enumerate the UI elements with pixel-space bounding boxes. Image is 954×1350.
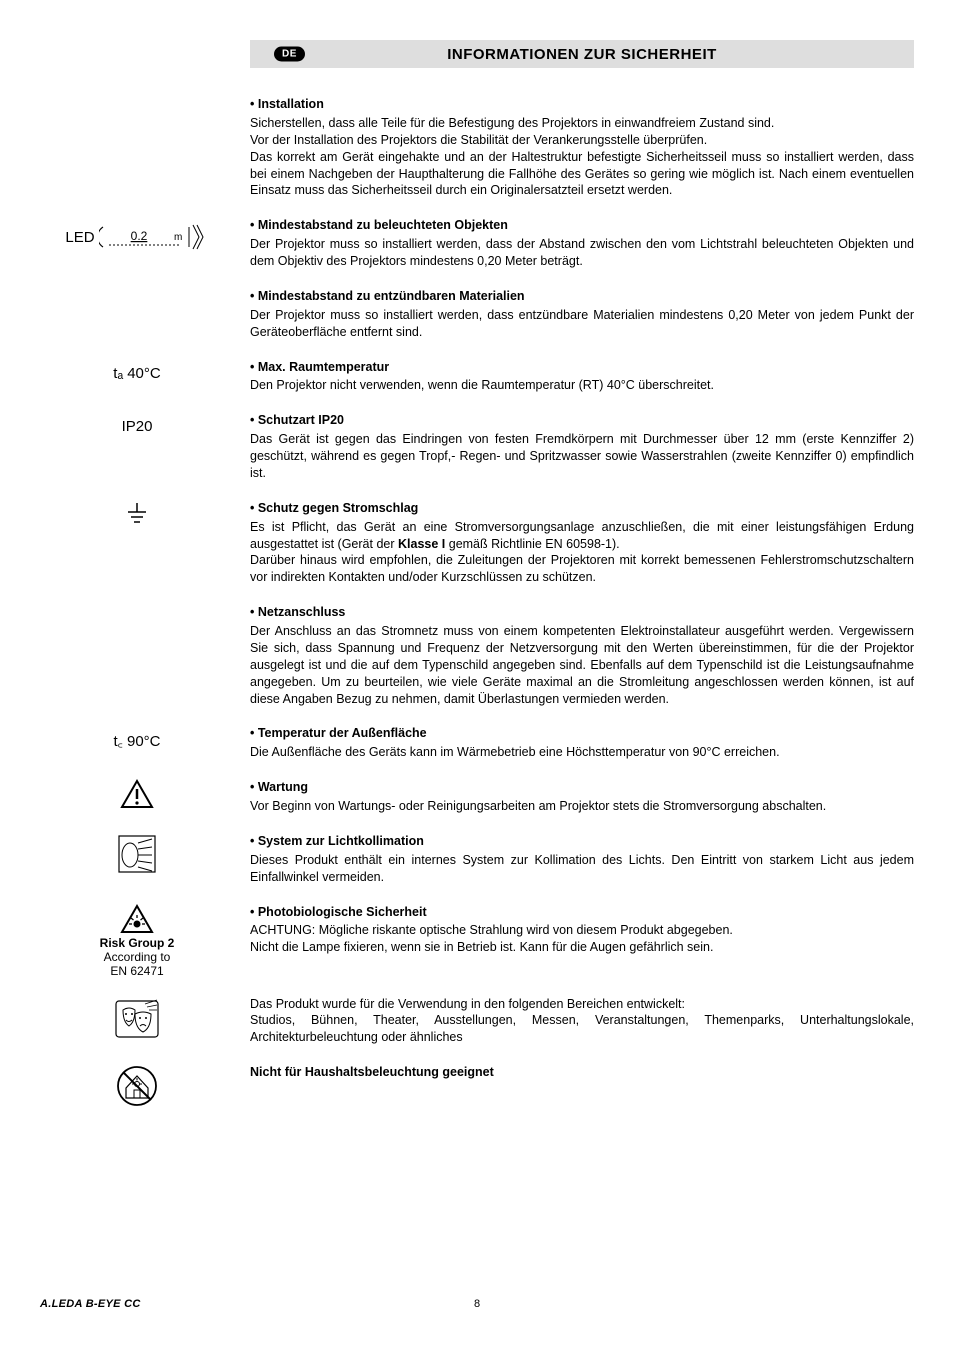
section-title: • System zur Lichtkollimation [250,833,914,850]
section-row: IP20 • Schutzart IP20 Das Gerät ist gegen … [40,412,914,482]
section-row: • System zur Lichtkollimation Dieses Prod… [40,833,914,886]
section-text-column: • Temperatur der Außenfläche Die Außenflä… [250,725,914,761]
svg-text:0.2: 0.2 [130,229,147,243]
section-row: Nicht für Haushaltsbeleuchtung geeignet [40,1064,914,1108]
section-body: Nicht für Haushaltsbeleuchtung geeignet [250,1064,914,1081]
led-distance-icon: LED 0.2 m [65,223,208,251]
section-body: Dieses Produkt enthält ein internes Syst… [250,852,914,886]
section-text-column: • Schutzart IP20 Das Gerät ist gegen das … [250,412,914,482]
section-icon-column: Risk Group 2 According to EN 62471 [40,904,250,978]
footer-product-name: A.LEDA B-EYE CC [40,1298,141,1310]
section-icon-column [40,996,250,1040]
section-title: • Schutzart IP20 [250,412,914,429]
section-text-column: • Mindestabstand zu entzündbaren Materia… [250,288,914,341]
no-household-icon [115,1064,159,1108]
footer-page-number: 8 [474,1298,480,1310]
section-body: Der Anschluss an das Stromnetz muss von … [250,623,914,707]
section-body: Sicherstellen, dass alle Teile für die B… [250,115,914,199]
section-body: Den Projektor nicht verwenden, wenn die … [250,377,914,394]
section-row: • Netzanschluss Der Anschluss an das Stro… [40,604,914,707]
section-text-column: • Photobiologische SicherheitACHTUNG: Mö… [250,904,914,957]
section-title: • Mindestabstand zu entzündbaren Materia… [250,288,914,305]
section-text-column: • Netzanschluss Der Anschluss an das Stro… [250,604,914,707]
section-title: • Mindestabstand zu beleuchteten Objekte… [250,217,914,234]
section-title: • Schutz gegen Stromschlag [250,500,914,517]
left-label: t꜀ 90°C [113,731,160,751]
ground-icon [123,500,151,528]
section-body: Das Gerät ist gegen das Eindringen von f… [250,431,914,482]
section-text-column: • Wartung Vor Beginn von Wartungs- oder R… [250,779,914,815]
section-row: • Mindestabstand zu entzündbaren Materia… [40,288,914,341]
optics-icon [116,833,158,875]
section-row: LED 0.2 m • Mindestabstand zu beleuchtet… [40,217,914,270]
risk-group-block: Risk Group 2 According to EN 62471 [100,904,175,978]
warning-icon [120,779,154,809]
section-title: • Temperatur der Außenfläche [250,725,914,742]
content-area: • Installation Sicherstellen, dass alle T… [40,96,914,1126]
section-title: • Installation [250,96,914,113]
section-icon-column [40,833,250,875]
section-text-column: • System zur Lichtkollimation Dieses Prod… [250,833,914,886]
section-row: • Installation Sicherstellen, dass alle T… [40,96,914,199]
section-body: ACHTUNG: Mögliche riskante optische Stra… [250,922,914,956]
section-title: • Photobiologische Sicherheit [250,904,914,921]
section-body: Das Produkt wurde für die Verwendung in … [250,996,914,1047]
section-row: Das Produkt wurde für die Verwendung in … [40,996,914,1047]
section-text-column: • Max. RaumtemperaturDen Projektor nicht… [250,359,914,395]
left-label: IP20 [122,418,153,435]
optical-radiation-icon [120,904,154,934]
page-title: INFORMATIONEN ZUR SICHERHEIT [250,46,914,63]
section-icon-column: LED 0.2 m [40,217,250,251]
page-footer: A.LEDA B-EYE CC 8 [40,1298,914,1310]
section-row: t꜀ 90°C • Temperatur der Außenfläche Die A… [40,725,914,761]
section-text-column: Nicht für Haushaltsbeleuchtung geeignet [250,1064,914,1081]
section-row: • Wartung Vor Beginn von Wartungs- oder R… [40,779,914,815]
section-text-column: • Mindestabstand zu beleuchteten Objekte… [250,217,914,270]
section-title: • Max. Raumtemperatur [250,359,914,376]
page: DE INFORMATIONEN ZUR SICHERHEIT • Instal… [40,40,914,1310]
theater-masks-icon [113,996,161,1040]
section-row: tₐ 40°C • Max. RaumtemperaturDen Projekto… [40,359,914,395]
section-body: Vor Beginn von Wartungs- oder Reinigungs… [250,798,914,815]
section-body: Es ist Pflicht, das Gerät an eine Stromv… [250,519,914,587]
language-badge: DE [274,47,305,62]
section-row: • Schutz gegen Stromschlag Es ist Pflicht… [40,500,914,586]
section-body: Die Außenfläche des Geräts kann im Wärme… [250,744,914,761]
section-body: Der Projektor muss so installiert werden… [250,236,914,270]
section-title: • Wartung [250,779,914,796]
section-body: Der Projektor muss so installiert werden… [250,307,914,341]
section-text-column: • Schutz gegen Stromschlag Es ist Pflicht… [250,500,914,586]
page-header: DE INFORMATIONEN ZUR SICHERHEIT [250,40,914,68]
section-text-column: • Installation Sicherstellen, dass alle T… [250,96,914,199]
section-icon-column [40,1064,250,1108]
section-icon-column: t꜀ 90°C [40,725,250,751]
section-icon-column [40,779,250,809]
svg-text:m: m [174,232,182,243]
left-label: tₐ 40°C [113,365,160,382]
section-text-column: Das Produkt wurde für die Verwendung in … [250,996,914,1047]
section-icon-column [40,500,250,528]
section-icon-column: IP20 [40,412,250,435]
section-title: • Netzanschluss [250,604,914,621]
section-icon-column: tₐ 40°C [40,359,250,382]
section-row: Risk Group 2 According to EN 62471 • Pho… [40,904,914,978]
